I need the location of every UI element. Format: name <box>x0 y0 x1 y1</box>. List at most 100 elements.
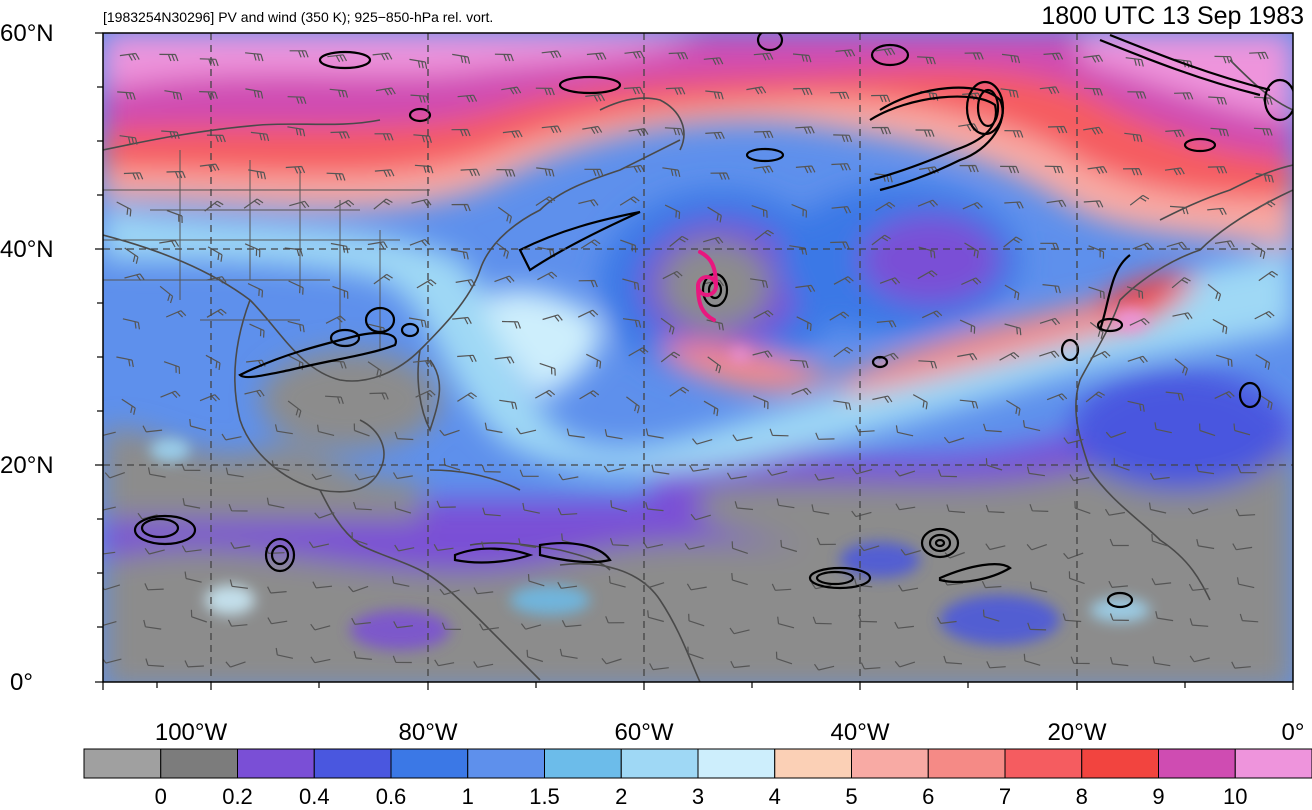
wind-barb <box>287 96 307 104</box>
lat-label-20n: 20°N <box>0 452 54 479</box>
wind-barb <box>619 196 640 206</box>
wind-barb <box>669 386 690 397</box>
wind-barb <box>412 359 433 368</box>
wind-barb <box>985 458 1003 471</box>
wind-barb <box>1239 613 1259 623</box>
wind-barb <box>104 472 125 479</box>
wind-barb <box>830 241 850 249</box>
wind-barb <box>535 196 556 207</box>
wind-barb <box>161 130 180 139</box>
wind-barb <box>225 467 244 478</box>
wind-barb <box>184 571 202 583</box>
wind-barb <box>439 429 460 437</box>
wind-barb <box>812 616 832 625</box>
wind-barb <box>1171 277 1191 289</box>
wind-barb <box>608 575 626 588</box>
colorbar-swatch <box>1081 748 1159 779</box>
wind-barb <box>561 620 582 628</box>
wind-barb <box>703 57 724 65</box>
wind-barb <box>375 87 396 96</box>
wind-barb <box>473 661 494 668</box>
wind-barb <box>566 428 585 439</box>
wind-barb <box>1214 391 1235 399</box>
wind-barb <box>746 86 767 95</box>
wind-barb <box>199 163 220 172</box>
wind-barb <box>983 423 1002 433</box>
wind-barb <box>726 472 747 480</box>
wind-barb <box>312 581 333 589</box>
wind-barb <box>452 53 471 64</box>
wind-barb <box>244 389 265 398</box>
colorbar-swatch <box>927 748 1006 779</box>
wind-barb <box>1199 423 1216 437</box>
wind-barb <box>122 318 140 330</box>
wind-barb <box>199 58 219 67</box>
wind-barb <box>665 87 686 95</box>
wind-barb <box>287 400 302 418</box>
wind-barb <box>501 320 521 329</box>
wind-barb <box>686 583 707 591</box>
wind-barb <box>457 354 477 363</box>
wind-barb <box>780 539 798 553</box>
wind-barb <box>578 199 599 207</box>
colorbar-swatch <box>390 748 469 779</box>
colorbar-label: 0.2 <box>222 784 253 809</box>
wind-barb <box>1253 96 1273 105</box>
wind-barb <box>731 573 748 586</box>
wind-barb <box>687 646 704 660</box>
wind-barb <box>859 544 880 552</box>
tropical-cyclone-icon <box>696 250 718 322</box>
wind-barb <box>285 165 306 174</box>
wind-barb <box>791 387 812 396</box>
wind-barb <box>1258 270 1279 282</box>
wind-barb <box>373 198 393 210</box>
wind-barb <box>669 235 689 247</box>
wind-barb <box>181 545 202 553</box>
wind-barb <box>494 53 514 62</box>
wind-barb <box>1046 199 1067 208</box>
wind-barb <box>1235 508 1256 517</box>
wind-barb <box>539 362 556 376</box>
wind-barb <box>1165 391 1185 401</box>
wind-barb <box>815 432 835 440</box>
wind-barb <box>660 317 675 335</box>
wind-barb <box>413 134 432 143</box>
wind-barb <box>190 609 207 623</box>
colorbar-swatch <box>620 748 699 779</box>
wind-barb <box>793 87 813 96</box>
lon-label-20w: 20°W <box>1047 719 1107 746</box>
wind-barb <box>374 169 395 177</box>
wind-barb <box>441 622 461 630</box>
wind-barb <box>580 239 601 249</box>
wind-barb <box>1004 284 1020 301</box>
wind-barb <box>1027 622 1047 631</box>
wind-barb <box>526 649 544 663</box>
colorbar-swatch <box>851 748 929 779</box>
wind-barb <box>1207 207 1227 216</box>
wind-barb <box>1149 472 1170 480</box>
wind-barb <box>502 130 523 138</box>
wind-barb <box>244 243 261 258</box>
wind-barb <box>624 50 645 59</box>
wind-barb <box>249 323 265 338</box>
wind-barb <box>522 502 540 514</box>
wind-barb <box>795 284 816 293</box>
wind-barb <box>912 394 928 410</box>
wind-barb <box>796 316 812 331</box>
wind-barb <box>205 354 221 370</box>
lon-label-0: 0° <box>1281 719 1305 746</box>
wind-barb <box>584 168 604 177</box>
wind-barb <box>1113 457 1130 471</box>
wind-barb <box>1126 286 1144 299</box>
wind-barb <box>1074 501 1091 514</box>
wind-barb <box>1196 464 1215 475</box>
wind-barb <box>535 87 555 96</box>
wind-barb <box>1026 544 1047 551</box>
wind-barb <box>124 273 145 281</box>
wind-barb <box>769 428 789 437</box>
wind-barb <box>690 513 711 521</box>
wind-barb <box>494 356 515 364</box>
wind-barb <box>894 661 916 668</box>
colorbar-swatch <box>1158 748 1236 779</box>
wind-barb <box>1255 200 1276 211</box>
